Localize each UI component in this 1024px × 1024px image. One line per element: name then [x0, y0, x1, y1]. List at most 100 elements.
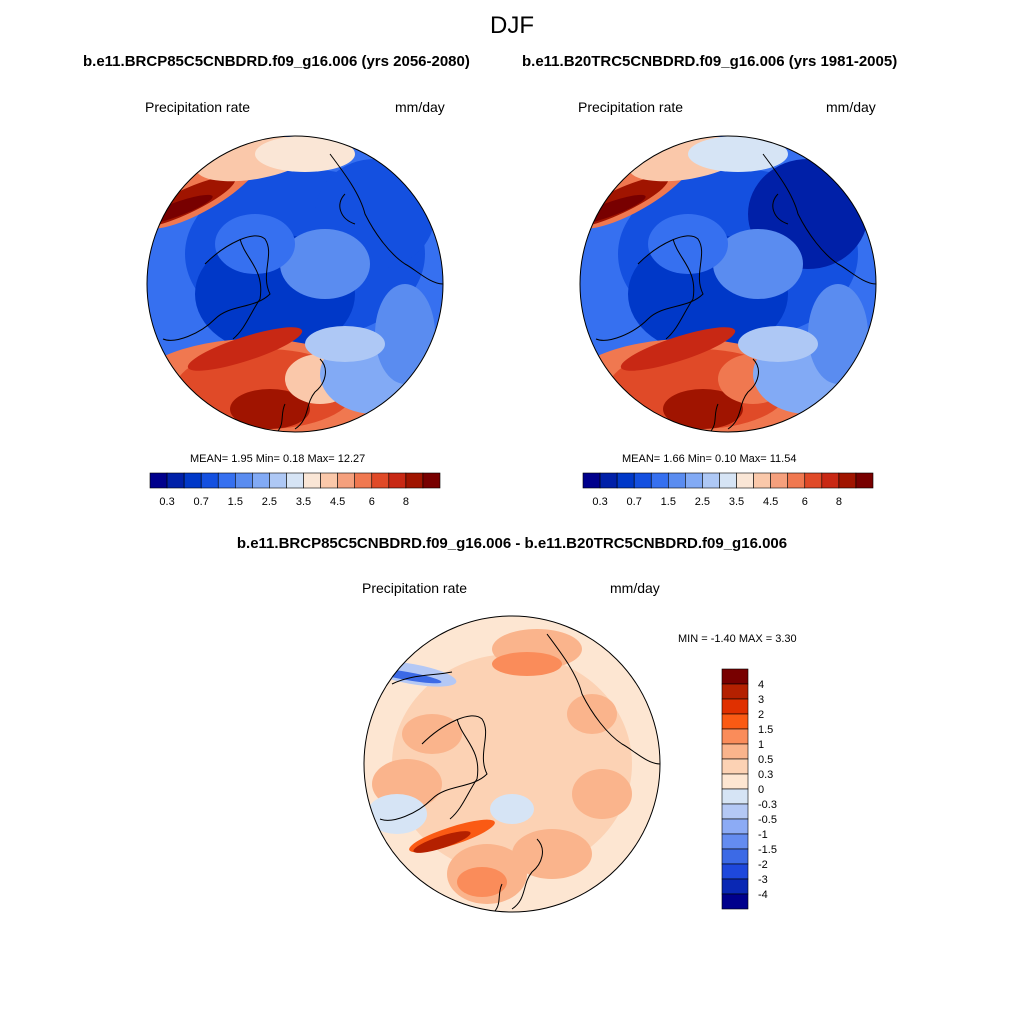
colorbar-right-swatch [702, 472, 720, 489]
colorbar-left-swatch [286, 472, 304, 489]
colorbar-diff-tick-label: 1.5 [758, 724, 773, 736]
diff-stats: MIN = -1.40 MAX = 3.30 [678, 633, 797, 645]
right-mean-label: MEAN= [622, 453, 661, 465]
diff-max-label: MAX = [738, 633, 773, 645]
right-min-label: Min= [687, 453, 712, 465]
map-left-coastline [339, 193, 356, 225]
map-left-shade [375, 284, 435, 384]
colorbar-left-tick-label: 0.7 [194, 496, 209, 508]
right-variable-label: Precipitation rate [578, 99, 684, 115]
colorbar-left-swatch [320, 472, 338, 489]
right-min-value: 0.10 [714, 453, 737, 465]
colorbar-diff-tick-label: -0.3 [758, 799, 777, 811]
left-max-value: 12.27 [337, 453, 366, 465]
diff-min-label: MIN = [678, 633, 708, 645]
colorbar-diff-tick-label: 1 [758, 739, 764, 751]
colorbar-right-tick-label: 2.5 [695, 496, 710, 508]
colorbar-diff-tick-label: -2 [758, 859, 768, 871]
map-right-shade [648, 214, 728, 274]
map-diff-shade [572, 769, 632, 819]
map-right-coastline [772, 193, 789, 225]
colorbar-right-swatch [787, 472, 806, 489]
right-mean-value: 1.66 [663, 453, 685, 465]
colorbar-right-swatch [855, 472, 874, 489]
map-left-coastline [329, 153, 443, 285]
colorbar-diff-tick-label: 0.3 [758, 769, 773, 781]
colorbar-left-tick-label: 8 [403, 496, 409, 508]
map-left-shade [230, 389, 310, 429]
colorbar-right-swatch [753, 472, 771, 489]
colorbar-diff: 4 3 2 1.5 1 0.5 0.3 0 -0.3 -0.5 -1 -1.5 -2 -3 -4 [721, 668, 777, 910]
colorbar-diff-tick-label: 4 [758, 679, 764, 691]
map-left-shade [255, 136, 355, 172]
colorbar-diff-tick-label: -1.5 [758, 844, 777, 856]
map-right-shade [620, 327, 736, 371]
map-right [579, 135, 877, 433]
colorbar-left-swatch [200, 472, 219, 489]
colorbar-diff-tick-label: 0.5 [758, 754, 773, 766]
colorbar-diff-swatch [721, 668, 749, 685]
colorbar-diff-swatch [721, 818, 749, 835]
colorbar-left-swatch [269, 472, 287, 489]
colorbar-left-tick-label: 1.5 [228, 496, 243, 508]
colorbar-right-swatch [770, 472, 789, 489]
colorbar-right-tick-label: 1.5 [661, 496, 676, 508]
diff-units-label: mm/day [610, 580, 660, 596]
colorbar-diff-swatch [721, 698, 749, 715]
colorbar-right-tick-label: 8 [836, 496, 842, 508]
colorbar-right-tick-label: 4.5 [763, 496, 778, 508]
map-diff-shade [567, 694, 617, 734]
map-left-boundary [146, 135, 444, 433]
colorbar-left-tick-label: 6 [369, 496, 375, 508]
diff-max-value: 3.30 [775, 633, 797, 645]
colorbar-diff-swatch [721, 713, 749, 730]
colorbar-diff-tick-label: -0.5 [758, 814, 777, 826]
colorbar-diff-tick-label: 2 [758, 709, 764, 721]
colorbar-diff-swatch [721, 743, 749, 760]
colorbar-left-tick-label: 0.3 [159, 496, 174, 508]
map-diff-coastline [391, 671, 453, 685]
map-right-shade [738, 326, 818, 362]
colorbar-diff-swatch [721, 893, 749, 910]
colorbar-diff-tick-label: -4 [758, 889, 768, 901]
map-left-coastline [232, 238, 262, 340]
map-diff-coastline [449, 718, 479, 820]
map-right-shade [713, 229, 803, 299]
map-diff-shade [402, 714, 462, 754]
map-diff-shade [490, 794, 534, 824]
map-right-boundary [579, 135, 877, 433]
left-variable-label: Precipitation rate [145, 99, 251, 115]
colorbar-diff-swatch [721, 758, 749, 775]
left-max-label: Max= [307, 453, 335, 465]
colorbar-right-tick-label: 0.3 [592, 496, 607, 508]
left-min-label: Min= [255, 453, 280, 465]
map-left-coastline [162, 235, 271, 341]
colorbar-left-swatch [422, 472, 441, 489]
colorbar-right-swatch [599, 472, 618, 489]
colorbar-left-swatch [405, 472, 424, 489]
colorbar-left-swatch [371, 472, 390, 489]
map-right-shade [688, 136, 788, 172]
colorbar-right-swatch [616, 472, 635, 489]
colorbar-diff-swatch [721, 728, 749, 745]
colorbar-left-swatch [166, 472, 185, 489]
right-stats: MEAN= 1.66 Min= 0.10 Max= 11.54 [622, 453, 796, 465]
map-left-coastline [294, 358, 326, 430]
map-diff-shade [367, 794, 427, 834]
diff-variable-label: Precipitation rate [362, 580, 468, 596]
map-diff-coastline [379, 715, 488, 821]
colorbar-right-tick-label: 3.5 [729, 496, 744, 508]
map-right-shade [663, 389, 743, 429]
map-left-coastline [276, 403, 286, 432]
left-stats: MEAN= 1.95 Min= 0.18 Max= 12.27 [190, 453, 365, 465]
colorbar-right-swatch [838, 472, 857, 489]
map-right-coastline [665, 238, 695, 340]
colorbar-right-swatch [582, 472, 601, 489]
colorbar-diff-tick-label: -3 [758, 874, 768, 886]
colorbar-left-tick-label: 3.5 [296, 496, 311, 508]
map-diff-shade [457, 867, 507, 897]
season-title: DJF [490, 12, 534, 39]
map-left-shade [187, 327, 303, 371]
map-diff-coastline [511, 838, 543, 910]
right-max-value: 11.54 [769, 453, 797, 465]
